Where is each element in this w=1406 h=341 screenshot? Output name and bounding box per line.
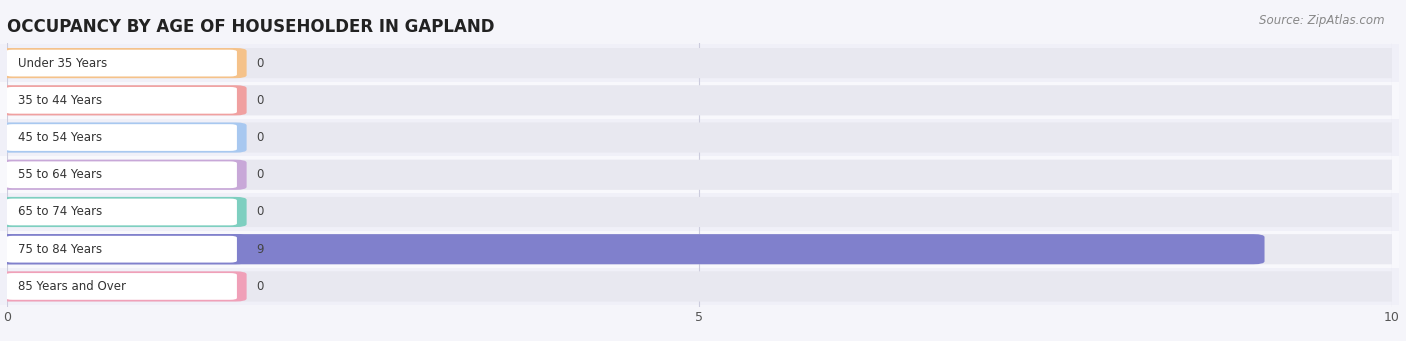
FancyBboxPatch shape bbox=[0, 193, 1399, 231]
FancyBboxPatch shape bbox=[6, 50, 238, 76]
Text: 75 to 84 Years: 75 to 84 Years bbox=[18, 243, 103, 256]
FancyBboxPatch shape bbox=[0, 119, 1399, 156]
FancyBboxPatch shape bbox=[0, 234, 1403, 264]
FancyBboxPatch shape bbox=[6, 161, 238, 188]
FancyBboxPatch shape bbox=[6, 273, 238, 300]
Text: 55 to 64 Years: 55 to 64 Years bbox=[18, 168, 103, 181]
FancyBboxPatch shape bbox=[0, 44, 1399, 82]
Text: 45 to 54 Years: 45 to 54 Years bbox=[18, 131, 103, 144]
Text: 65 to 74 Years: 65 to 74 Years bbox=[18, 206, 103, 219]
Text: 9: 9 bbox=[256, 243, 264, 256]
Text: Under 35 Years: Under 35 Years bbox=[18, 57, 107, 70]
FancyBboxPatch shape bbox=[6, 236, 238, 263]
Text: 0: 0 bbox=[256, 206, 264, 219]
FancyBboxPatch shape bbox=[0, 197, 246, 227]
FancyBboxPatch shape bbox=[0, 234, 1264, 264]
Text: 0: 0 bbox=[256, 131, 264, 144]
FancyBboxPatch shape bbox=[0, 268, 1399, 305]
Text: 0: 0 bbox=[256, 57, 264, 70]
Text: 0: 0 bbox=[256, 94, 264, 107]
FancyBboxPatch shape bbox=[0, 82, 1399, 119]
Text: 85 Years and Over: 85 Years and Over bbox=[18, 280, 127, 293]
FancyBboxPatch shape bbox=[0, 234, 246, 264]
FancyBboxPatch shape bbox=[6, 198, 238, 225]
FancyBboxPatch shape bbox=[0, 85, 246, 115]
Text: 35 to 44 Years: 35 to 44 Years bbox=[18, 94, 103, 107]
FancyBboxPatch shape bbox=[0, 122, 1403, 153]
FancyBboxPatch shape bbox=[0, 160, 1403, 190]
FancyBboxPatch shape bbox=[0, 271, 246, 301]
FancyBboxPatch shape bbox=[0, 85, 1403, 115]
FancyBboxPatch shape bbox=[0, 160, 246, 190]
FancyBboxPatch shape bbox=[0, 197, 1403, 227]
Text: 0: 0 bbox=[256, 168, 264, 181]
FancyBboxPatch shape bbox=[6, 87, 238, 114]
Text: 0: 0 bbox=[256, 280, 264, 293]
FancyBboxPatch shape bbox=[0, 48, 246, 78]
FancyBboxPatch shape bbox=[0, 231, 1399, 268]
FancyBboxPatch shape bbox=[0, 48, 1403, 78]
Text: OCCUPANCY BY AGE OF HOUSEHOLDER IN GAPLAND: OCCUPANCY BY AGE OF HOUSEHOLDER IN GAPLA… bbox=[7, 17, 495, 35]
Text: Source: ZipAtlas.com: Source: ZipAtlas.com bbox=[1260, 14, 1385, 27]
FancyBboxPatch shape bbox=[0, 271, 1403, 301]
FancyBboxPatch shape bbox=[6, 124, 238, 151]
FancyBboxPatch shape bbox=[0, 122, 246, 153]
FancyBboxPatch shape bbox=[0, 156, 1399, 193]
